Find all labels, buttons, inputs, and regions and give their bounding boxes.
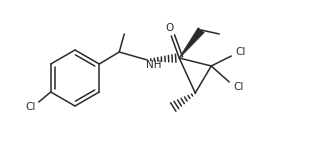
- Text: NH: NH: [146, 60, 162, 70]
- Polygon shape: [179, 28, 204, 58]
- Text: Cl: Cl: [26, 102, 36, 112]
- Text: Cl: Cl: [233, 82, 243, 92]
- Text: O: O: [165, 23, 173, 33]
- Text: Cl: Cl: [235, 47, 246, 57]
